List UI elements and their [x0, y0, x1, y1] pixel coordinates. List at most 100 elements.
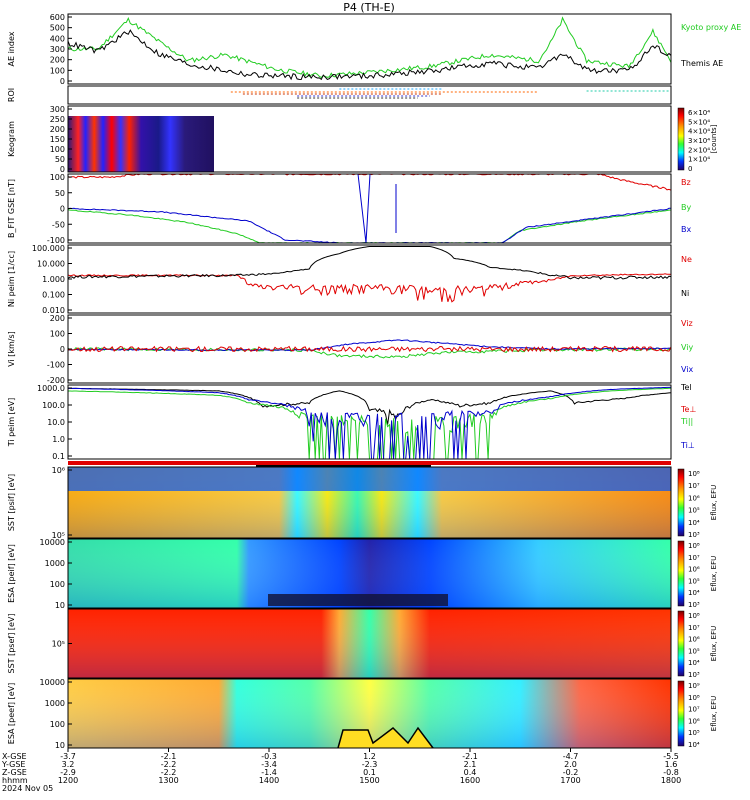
y-tick-label: 100 [50, 330, 65, 339]
esa-i-dark-band [268, 594, 448, 606]
colorbar-tick-label: 4×10⁴ [688, 128, 710, 136]
colorbar-tick-label: 10⁸ [688, 470, 700, 478]
colorbar-tick-label: 10³ [688, 531, 700, 539]
y-tick-label: 0 [60, 165, 65, 174]
legend-ti-: Ti|| [680, 417, 693, 426]
x-tick-t: 1200 [58, 776, 78, 785]
sst-i-top-band [68, 467, 671, 491]
y-tick-label: 50 [55, 189, 65, 198]
colorbar-tick-label: 10⁶ [688, 566, 700, 574]
series-line-blue [68, 339, 671, 352]
panel-esa_i: 10⁸ 10⁷ 10⁶ 10⁵ 10⁴ 10³ Eflux, EFU 10000 1000 100… [7, 538, 718, 610]
panel-roi: ROI [7, 85, 672, 105]
y-tick-label: 0 [60, 205, 65, 214]
sst_e-colorbar-bar [677, 610, 685, 677]
y-tick-label: 400 [50, 34, 65, 43]
x-tick-y: 2.1 [464, 760, 477, 769]
esa_i-colorbar: 10⁸ 10⁷ 10⁶ 10⁵ 10⁴ 10³ Eflux, EFU [677, 540, 718, 609]
colorbar-tick-label: 10⁷ [688, 706, 700, 714]
y-tick-label: 10000 [40, 678, 65, 687]
series-line-red [68, 345, 671, 353]
x-tick-t: 1700 [560, 776, 580, 785]
x-tick-x: -0.3 [261, 752, 277, 761]
series-line-blue [68, 386, 671, 459]
y-tick-label: 1000.0 [37, 384, 65, 393]
keogram-colorbar-bar [677, 107, 685, 171]
legend-bz: Bz [681, 178, 691, 187]
y-tick-label: 10⁵ [52, 531, 65, 540]
y-tick-label: 500 [50, 24, 65, 33]
colorbar-tick-label: 10⁵ [688, 647, 700, 655]
esa_e-colorbar: 10⁹ 10⁸ 10⁷ 10⁶ 10⁵ 10⁴ Eflux, EFU [677, 680, 718, 749]
colorbar-tick-label: 3×10⁴ [688, 137, 710, 145]
y-tick-label: 150 [50, 135, 65, 144]
mode-bar-black [256, 465, 431, 467]
legend-ni: Ni [681, 289, 689, 298]
x-tick-y: 1.6 [665, 760, 678, 769]
legend-vix: Vix [681, 365, 694, 374]
x-tick-z: -2.9 [60, 768, 76, 777]
colorbar-tick-label: 10⁴ [688, 741, 700, 749]
ae-ylabel: AE index [7, 31, 16, 66]
y-tick-label: 1000 [45, 699, 65, 708]
x-tick-t: 1400 [259, 776, 279, 785]
colorbar-label: [counts] [710, 124, 718, 153]
esa_i-ylabel: ESA [peif] [eV] [7, 544, 16, 603]
legend-ti-: Ti⊥ [680, 441, 695, 450]
series-line-black [68, 246, 671, 280]
colorbar-tick-label: 10⁶ [688, 636, 700, 644]
colorbar-tick-label: 10³ [688, 671, 700, 679]
colorbar-tick-label: 10⁸ [688, 612, 700, 620]
legend-tel: Tel [680, 383, 692, 392]
colorbar-label: Eflux, EFU [710, 696, 718, 731]
y-tick-label: 100.0 [42, 401, 65, 410]
y-tick-label: 200 [50, 314, 65, 323]
panel-sst_i: 10⁸ 10⁷ 10⁶ 10⁵ 10⁴ 10³ Eflux, EFU 10⁶ 10⁵ SST [p… [7, 466, 718, 540]
colorbar-label: Eflux, EFU [710, 485, 718, 520]
series-line-green [68, 209, 671, 243]
panel-density: Ne Ni 100.000 10.000 1.000 0.100 0.010 Ni peim … [7, 244, 692, 315]
x-tick-y: -2.2 [161, 760, 177, 769]
mode-bar [68, 461, 671, 465]
x-tick-t: 1800 [661, 776, 681, 785]
temp-ylabel: Ti peim [eV] [7, 398, 16, 448]
colorbar-tick-label: 10⁶ [688, 494, 700, 502]
esa_e-ylabel: ESA [peef] [eV] [7, 683, 16, 744]
x-tick-z: -1.4 [261, 768, 277, 777]
y-tick-label: -50 [52, 220, 65, 229]
y-tick-label: 100 [50, 580, 65, 589]
colorbar-tick-label: 10⁴ [688, 659, 700, 667]
y-tick-label: 300 [50, 105, 65, 114]
density-background [68, 245, 671, 313]
series-line-green [68, 16, 671, 79]
y-tick-label: 1.0 [52, 435, 65, 444]
x-tick-y: -2.3 [362, 760, 378, 769]
x-row-label: Y-GSE [1, 760, 25, 769]
y-tick-label: 10.0 [47, 418, 65, 427]
y-tick-label: 0.010 [42, 306, 65, 315]
x-tick-z: -0.8 [663, 768, 679, 777]
x-tick-t: 1600 [460, 776, 480, 785]
legend-themis-ae: Themis AE [680, 59, 723, 68]
y-tick-label: 1000 [45, 559, 65, 568]
series-line-red [68, 273, 671, 303]
colorbar-tick-label: 10⁴ [688, 519, 700, 527]
y-tick-label: 50 [55, 155, 65, 164]
colorbar-tick-label: 10⁷ [688, 482, 700, 490]
sst_i-colorbar: 10⁸ 10⁷ 10⁶ 10⁵ 10⁴ 10³ Eflux, EFU [677, 468, 718, 539]
temp-lines [68, 386, 671, 459]
y-tick-label: 0 [60, 77, 65, 86]
legend-viy: Viy [681, 343, 694, 352]
y-tick-label: 10 [55, 741, 65, 750]
keogram-ylabel: Keogram [7, 121, 16, 157]
x-tick-x: -3.7 [60, 752, 76, 761]
velocity-ylabel: Vi [km/s] [7, 331, 16, 367]
legend-kyoto-proxy-ae: Kyoto proxy AE [681, 23, 741, 32]
ae-background [68, 14, 671, 84]
panel-velocity: Viz Viy Vix 200 100 0 -100 -200 Vi [km/s] [7, 314, 694, 385]
colorbar-tick-label: 10⁵ [688, 729, 700, 737]
esa_i-frame [67, 538, 672, 609]
esa-e-density-trace [337, 726, 434, 749]
